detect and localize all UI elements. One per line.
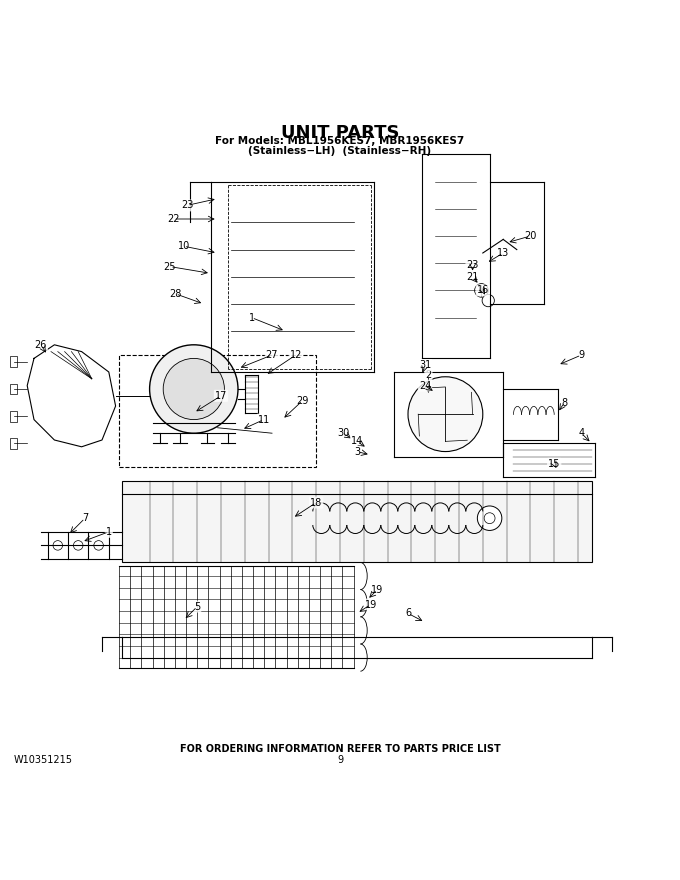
Text: 1: 1 bbox=[105, 527, 112, 537]
Text: 16: 16 bbox=[477, 285, 489, 296]
Bar bbox=[10, 411, 17, 422]
Text: 23: 23 bbox=[181, 201, 193, 210]
Text: 27: 27 bbox=[266, 350, 278, 360]
Text: 23: 23 bbox=[466, 260, 479, 269]
Text: 31: 31 bbox=[419, 360, 431, 370]
Text: (Stainless−LH)  (Stainless−RH): (Stainless−LH) (Stainless−RH) bbox=[248, 146, 432, 157]
Text: 28: 28 bbox=[169, 289, 182, 299]
Circle shape bbox=[477, 506, 502, 531]
Text: 15: 15 bbox=[548, 458, 560, 469]
Text: 1: 1 bbox=[248, 312, 255, 323]
Text: W10351215: W10351215 bbox=[14, 755, 73, 765]
Circle shape bbox=[408, 377, 483, 451]
Bar bbox=[119, 355, 316, 467]
Text: 7: 7 bbox=[82, 513, 88, 524]
Text: 13: 13 bbox=[497, 248, 509, 258]
Text: For Models: MBL1956KES7, MBR1956KES7: For Models: MBL1956KES7, MBR1956KES7 bbox=[216, 136, 464, 146]
Text: UNIT PARTS: UNIT PARTS bbox=[281, 124, 399, 142]
Circle shape bbox=[53, 540, 63, 550]
Text: 9: 9 bbox=[337, 755, 343, 765]
Polygon shape bbox=[122, 480, 592, 562]
Text: FOR ORDERING INFORMATION REFER TO PARTS PRICE LIST: FOR ORDERING INFORMATION REFER TO PARTS … bbox=[180, 744, 500, 754]
Text: 4: 4 bbox=[578, 429, 585, 438]
Text: 21: 21 bbox=[466, 272, 479, 282]
Circle shape bbox=[73, 540, 83, 550]
Text: 2: 2 bbox=[425, 370, 432, 380]
Circle shape bbox=[475, 283, 488, 297]
Text: 10: 10 bbox=[177, 241, 190, 251]
Circle shape bbox=[150, 345, 238, 433]
Text: 17: 17 bbox=[215, 391, 227, 400]
Text: 5: 5 bbox=[194, 602, 201, 612]
Text: 3: 3 bbox=[354, 446, 360, 457]
Text: 29: 29 bbox=[296, 395, 309, 406]
Text: 12: 12 bbox=[290, 350, 302, 360]
Text: 30: 30 bbox=[337, 429, 350, 438]
Text: 8: 8 bbox=[561, 398, 568, 407]
Text: 20: 20 bbox=[524, 231, 537, 241]
Text: 19: 19 bbox=[364, 599, 377, 610]
Circle shape bbox=[484, 513, 495, 524]
Text: 11: 11 bbox=[258, 414, 270, 424]
Circle shape bbox=[482, 295, 494, 307]
Bar bbox=[10, 384, 17, 394]
Text: 25: 25 bbox=[164, 261, 176, 272]
Text: 18: 18 bbox=[310, 497, 322, 508]
Text: 19: 19 bbox=[371, 584, 384, 595]
Text: 6: 6 bbox=[405, 608, 411, 619]
Circle shape bbox=[163, 358, 224, 420]
Text: 26: 26 bbox=[35, 340, 47, 349]
Bar bbox=[10, 356, 17, 367]
Circle shape bbox=[94, 540, 103, 550]
Text: 22: 22 bbox=[167, 214, 180, 224]
Text: 14: 14 bbox=[351, 436, 363, 446]
Bar bbox=[10, 438, 17, 449]
Text: 24: 24 bbox=[419, 380, 431, 391]
Text: 9: 9 bbox=[578, 350, 585, 360]
